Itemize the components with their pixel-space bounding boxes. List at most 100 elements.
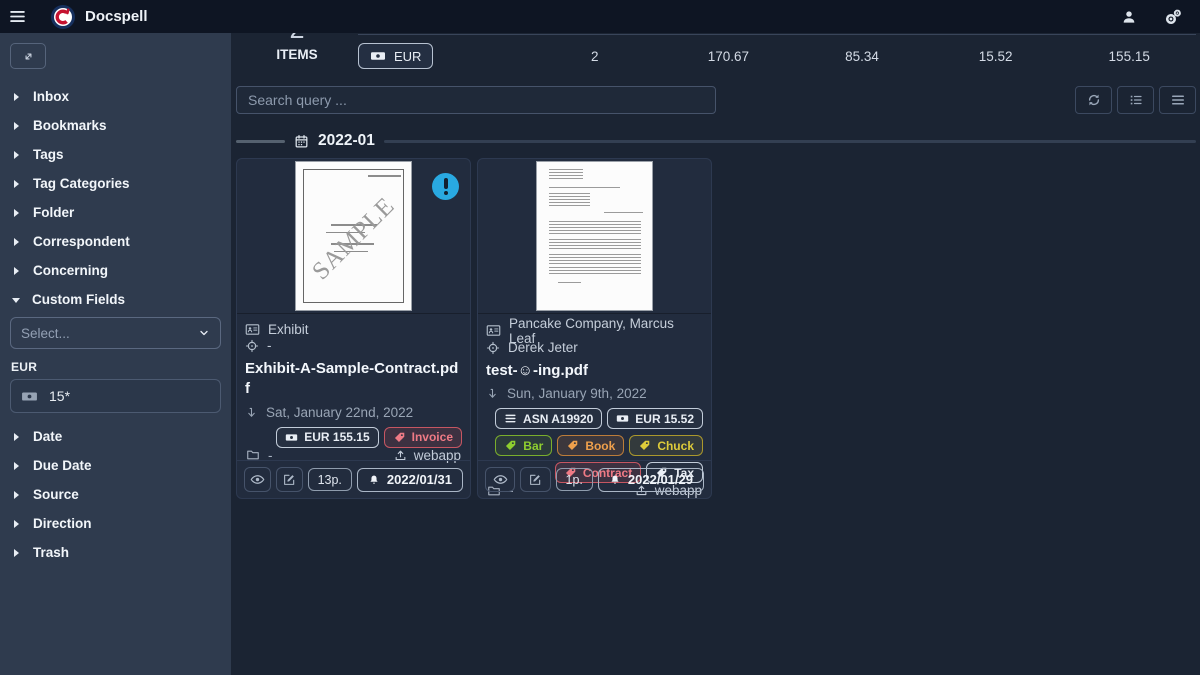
due-date-badge: 2022/01/31	[356, 467, 463, 492]
address-card-icon	[486, 323, 501, 338]
month-group-header: 2022-01	[236, 132, 1196, 150]
bell-icon	[609, 474, 621, 486]
caret-icon	[14, 490, 19, 499]
item-card-body: Exhibit - Exhibit-A-Sample-Contract.pdf …	[237, 314, 470, 463]
item-badge: Bar	[495, 435, 553, 457]
caret-icon	[14, 208, 19, 217]
caret-icon	[14, 266, 19, 275]
money-icon	[370, 48, 386, 64]
currency-filter-button[interactable]: EUR	[358, 43, 434, 69]
top-navbar: Docspell	[0, 0, 1200, 33]
caret-icon	[14, 92, 19, 101]
item-title: test-☺-ing.pdf	[486, 362, 588, 379]
badge-icon	[616, 412, 629, 425]
sidebar-section[interactable]: Date	[10, 422, 221, 451]
sidebar-section[interactable]: Folder	[10, 198, 221, 227]
page-count-badge: 1p.	[555, 468, 593, 491]
edit-icon	[282, 473, 296, 487]
badge-icon	[566, 439, 579, 452]
page-count-badge: 13p.	[307, 468, 352, 491]
arrow-down-icon	[245, 406, 258, 419]
caret-icon	[14, 432, 19, 441]
edit-icon	[528, 473, 542, 487]
edit-button[interactable]	[275, 467, 303, 492]
item-title: Exhibit-A-Sample-Contract.pdf	[245, 360, 459, 398]
sidebar-section[interactable]: Source	[10, 480, 221, 509]
calendar-icon	[294, 134, 309, 149]
item-card-footer: 13p. 2022/01/31	[237, 460, 470, 498]
arrow-down-icon	[486, 387, 499, 400]
sidebar-section[interactable]: Due Date	[10, 451, 221, 480]
sidebar-section[interactable]: Tag Categories	[10, 169, 221, 198]
sidebar-section[interactable]: Concerning	[10, 256, 221, 285]
sidebar-section[interactable]: Tags	[10, 140, 221, 169]
badge-icon	[638, 439, 651, 452]
item-badge: ASN A19920	[495, 408, 603, 430]
sidebar-section[interactable]: Trash	[10, 538, 221, 567]
item-date: Sat, January 22nd, 2022	[266, 404, 414, 420]
divider	[383, 139, 1196, 143]
custom-field-value-input[interactable]	[47, 387, 220, 405]
edit-button[interactable]	[520, 467, 551, 492]
search-input[interactable]	[236, 86, 716, 114]
custom-field-select-placeholder: Select...	[21, 325, 70, 341]
item-badge: Invoice	[383, 426, 462, 448]
stats-value: 2	[591, 48, 599, 64]
caret-icon	[14, 237, 19, 246]
item-card[interactable]: Pancake Company, Marcus Leaf Derek Jeter…	[477, 158, 712, 499]
item-card[interactable]: SAMPLE Exhibit - Exhibit-A-Sample-Contra…	[236, 158, 471, 499]
crosshair-icon	[245, 339, 259, 353]
expand-sidebar-button[interactable]	[10, 43, 46, 69]
list-view-button[interactable]	[1117, 86, 1154, 114]
sidebar-section-label: Concerning	[33, 263, 109, 278]
chevron-down-icon	[198, 327, 210, 339]
list-detail-icon	[1129, 93, 1143, 107]
sidebar-section[interactable]: Bookmarks	[10, 111, 221, 140]
sidebar-section-label: Source	[33, 487, 79, 502]
sidebar-section-label: Custom Fields	[32, 292, 126, 307]
preview-button[interactable]	[485, 467, 516, 492]
item-concerning: -	[267, 338, 272, 353]
sidebar-section-label: Tag Categories	[33, 176, 130, 191]
stats-value: 170.67	[707, 48, 750, 64]
item-card-list: SAMPLE Exhibit - Exhibit-A-Sample-Contra…	[236, 158, 1196, 499]
sidebar-section-label: Inbox	[33, 89, 69, 104]
custom-field-input-group	[10, 379, 221, 413]
item-thumbnail[interactable]: SAMPLE	[237, 159, 470, 314]
custom-fields-panel: Select... EUR	[10, 317, 221, 413]
app-title: Docspell	[85, 8, 148, 25]
search-bar	[236, 86, 1196, 114]
gears-icon[interactable]	[1164, 8, 1182, 26]
preview-button[interactable]	[244, 467, 271, 492]
sidebar-section-label: Folder	[33, 205, 75, 220]
menu-icon[interactable]	[9, 8, 26, 25]
item-date: Sun, January 9th, 2022	[507, 386, 647, 402]
sidebar-section[interactable]: Inbox	[10, 82, 221, 111]
item-badge: Chuck	[629, 435, 703, 457]
badge-icon	[393, 431, 406, 444]
caret-icon	[14, 519, 19, 528]
sidebar-sections-top: Inbox Bookmarks Tags Tag Categories Fold…	[10, 82, 221, 314]
menu-view-button[interactable]	[1159, 86, 1196, 114]
item-folder: -	[268, 447, 273, 463]
sidebar-section-label: Tags	[33, 147, 64, 162]
filter-sidebar: Inbox Bookmarks Tags Tag Categories Fold…	[0, 33, 231, 675]
due-date-badge: 2022/01/29	[597, 467, 704, 492]
badge-icon	[504, 439, 517, 452]
user-icon[interactable]	[1121, 9, 1137, 25]
crosshair-icon	[486, 341, 500, 355]
item-count-label: ITEMS	[276, 47, 318, 63]
item-thumbnail[interactable]	[478, 159, 711, 314]
item-correspondent: Exhibit	[268, 322, 309, 337]
refresh-button[interactable]	[1075, 86, 1112, 114]
sidebar-section[interactable]: Direction	[10, 509, 221, 538]
custom-field-select[interactable]: Select...	[10, 317, 221, 349]
stats-value: 15.52	[978, 48, 1013, 64]
caret-icon	[14, 121, 19, 130]
stats-value: 85.34	[845, 48, 879, 64]
sidebar-section-label: Direction	[33, 516, 92, 531]
divider	[236, 139, 285, 143]
alert-icon[interactable]	[432, 173, 459, 200]
sidebar-section[interactable]: Correspondent	[10, 227, 221, 256]
sidebar-section[interactable]: Custom Fields	[10, 285, 221, 314]
